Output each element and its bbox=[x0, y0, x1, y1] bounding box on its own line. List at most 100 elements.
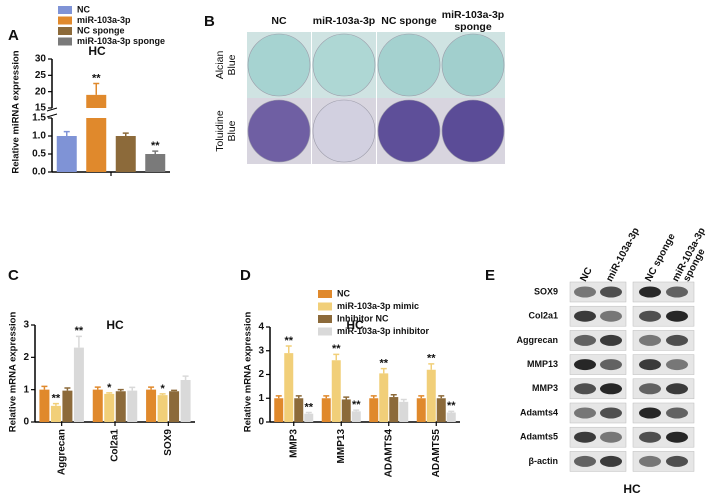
error-bar bbox=[106, 392, 113, 394]
error-bar bbox=[52, 402, 59, 406]
blot-band bbox=[639, 407, 661, 419]
significance: ** bbox=[447, 400, 456, 412]
blot-band bbox=[666, 455, 688, 467]
legend-label: miR-103a-3p sponge bbox=[77, 36, 165, 46]
panel-footer: HC bbox=[623, 482, 641, 496]
error-bar bbox=[323, 395, 330, 399]
legend-label: NC sponge bbox=[77, 25, 125, 35]
row-label: Col2a1 bbox=[528, 311, 558, 321]
error-bar bbox=[93, 82, 100, 95]
error-bar bbox=[370, 395, 377, 399]
bar bbox=[341, 399, 351, 422]
significance: ** bbox=[352, 399, 361, 411]
legend-label: miR-103a-3p bbox=[77, 15, 131, 25]
blot-band bbox=[574, 407, 596, 419]
bar bbox=[86, 94, 107, 172]
axis-break bbox=[46, 107, 58, 118]
bar bbox=[62, 390, 73, 422]
blot-band bbox=[639, 383, 661, 395]
significance: ** bbox=[427, 353, 436, 365]
blot-band bbox=[574, 431, 596, 443]
bar bbox=[304, 413, 314, 422]
bar bbox=[321, 398, 331, 422]
error-bar bbox=[75, 335, 82, 348]
legend-label: NC bbox=[77, 4, 90, 14]
stained-well bbox=[247, 99, 311, 163]
error-bar bbox=[129, 386, 136, 391]
y-tick-label: 2 bbox=[23, 352, 29, 363]
bar bbox=[180, 379, 191, 422]
stained-well bbox=[377, 33, 441, 97]
error-bar bbox=[438, 395, 445, 399]
significance: ** bbox=[332, 343, 341, 355]
error-bar bbox=[353, 409, 360, 412]
error-bar bbox=[152, 150, 159, 154]
significance: ** bbox=[52, 392, 61, 404]
bar bbox=[274, 398, 284, 422]
blot-band bbox=[639, 286, 661, 298]
blot-band bbox=[666, 407, 688, 419]
significance: ** bbox=[304, 401, 313, 413]
error-bar bbox=[41, 385, 48, 390]
blot-band bbox=[600, 431, 622, 443]
bar bbox=[416, 398, 426, 422]
bar bbox=[389, 397, 399, 422]
row-label: Aggrecan bbox=[516, 335, 558, 345]
error-bar bbox=[159, 393, 166, 396]
column-header: miR-103a-3p bbox=[442, 9, 504, 21]
y-axis-label: Relative mRNA expression bbox=[243, 312, 254, 433]
blot-band bbox=[600, 310, 622, 322]
bar bbox=[436, 398, 446, 422]
legend-swatch bbox=[318, 315, 332, 323]
blot-band bbox=[574, 310, 596, 322]
bar bbox=[73, 347, 84, 422]
legend-label: Inhibitor NC bbox=[337, 313, 389, 323]
significance: ** bbox=[75, 325, 84, 337]
bar bbox=[56, 136, 77, 172]
legend-swatch bbox=[58, 27, 72, 35]
legend-label: miR-103a-3p inhibitor bbox=[337, 326, 430, 336]
legend-swatch bbox=[318, 327, 332, 336]
stained-well bbox=[441, 33, 505, 97]
legend-swatch bbox=[318, 302, 332, 311]
error-bar bbox=[182, 375, 189, 380]
row-label: Blue bbox=[226, 120, 238, 141]
error-bar bbox=[390, 393, 397, 398]
blot-band bbox=[574, 359, 596, 371]
chart-title: HC bbox=[346, 318, 364, 332]
blot-band bbox=[574, 334, 596, 346]
bar bbox=[351, 411, 361, 422]
blot-band bbox=[639, 310, 661, 322]
column-header: NC sponge bbox=[381, 15, 437, 27]
x-tick-label: ADAMTS5 bbox=[431, 429, 442, 478]
y-tick-label: 2 bbox=[258, 369, 264, 380]
blot-band bbox=[574, 383, 596, 395]
y-tick-label: 0.0 bbox=[32, 167, 46, 178]
error-bar bbox=[380, 367, 387, 374]
error-bar bbox=[117, 388, 124, 392]
row-label: Adamts5 bbox=[520, 432, 558, 442]
error-bar bbox=[305, 411, 312, 414]
bar bbox=[446, 412, 456, 422]
x-tick-label: Col2a1 bbox=[110, 429, 121, 462]
legend-swatch bbox=[58, 16, 72, 25]
y-axis-label: Relative miRNA expression bbox=[11, 50, 22, 173]
error-bar bbox=[64, 387, 71, 391]
significance: ** bbox=[151, 140, 160, 152]
y-tick-label: 0.5 bbox=[32, 149, 46, 160]
bar bbox=[104, 393, 115, 422]
significance: ** bbox=[379, 357, 388, 369]
error-bar bbox=[343, 396, 350, 400]
bar bbox=[92, 389, 103, 422]
row-label: Toluidine bbox=[214, 110, 226, 152]
error-bar bbox=[295, 395, 302, 399]
row-label: SOX9 bbox=[534, 286, 558, 296]
bar bbox=[426, 369, 436, 422]
blot-band bbox=[666, 286, 688, 298]
legend-swatch bbox=[58, 6, 72, 14]
blot-band bbox=[574, 286, 596, 298]
significance: * bbox=[107, 382, 112, 394]
legend-swatch bbox=[58, 37, 72, 46]
error-bar bbox=[63, 130, 70, 136]
